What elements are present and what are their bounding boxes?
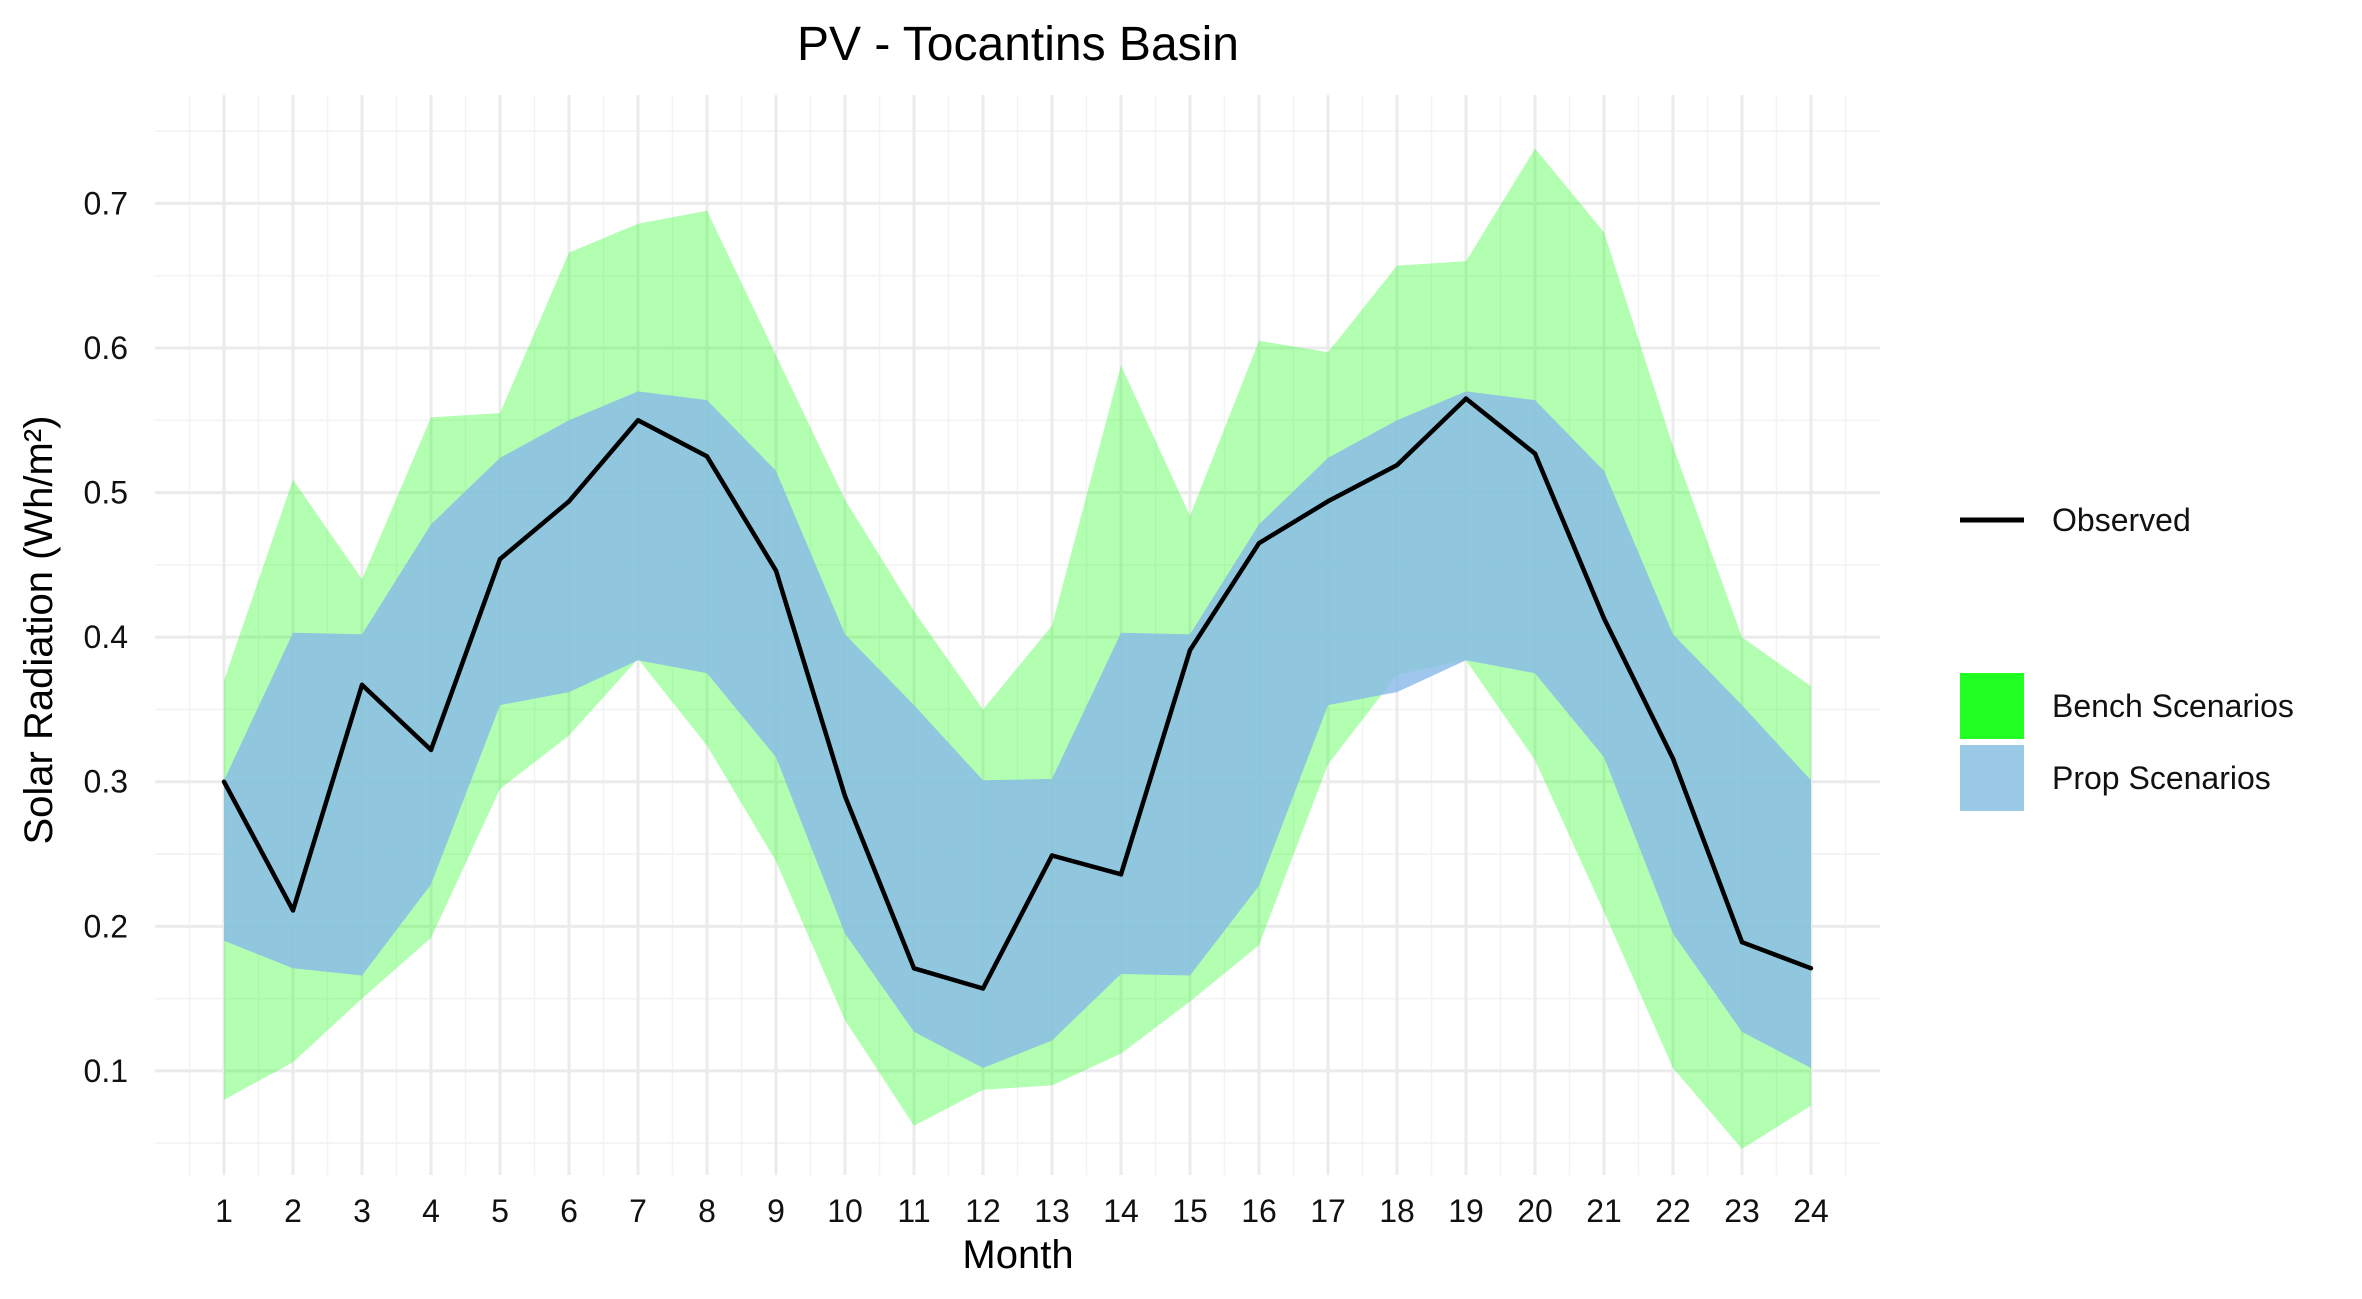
x-tick-label: 23: [1724, 1193, 1760, 1229]
prop-scenarios-ribbon: [224, 391, 1811, 1068]
observed-point: [773, 568, 779, 573]
x-tick-label: 13: [1034, 1193, 1070, 1229]
observed-point: [566, 499, 572, 504]
observed-point: [980, 986, 986, 991]
legend-prop-label: Prop Scenarios: [2052, 760, 2271, 796]
x-tick-label: 8: [698, 1193, 716, 1229]
legend-observed-label: Observed: [2052, 502, 2191, 538]
x-tick-label: 21: [1586, 1193, 1622, 1229]
observed-point: [221, 779, 227, 784]
y-tick-label: 0.6: [84, 330, 128, 366]
observed-point: [1118, 872, 1124, 877]
x-tick-label: 6: [560, 1193, 578, 1229]
x-tick-label: 9: [767, 1193, 785, 1229]
observed-point: [1601, 616, 1607, 621]
x-tick-label: 5: [491, 1193, 509, 1229]
observed-point: [1532, 451, 1538, 456]
x-tick-label: 14: [1103, 1193, 1139, 1229]
legend-bench-label: Bench Scenarios: [2052, 688, 2294, 724]
observed-point: [359, 682, 365, 688]
observed-point: [1256, 540, 1262, 546]
x-tick-label: 16: [1241, 1193, 1277, 1229]
x-tick-label: 20: [1517, 1193, 1553, 1229]
x-tick-label: 10: [827, 1193, 863, 1229]
x-tick-label: 12: [965, 1193, 1001, 1229]
x-axis-title: Month: [962, 1233, 1073, 1277]
x-tick-label: 17: [1310, 1193, 1346, 1229]
legend-bench-key: [1960, 673, 2024, 739]
y-axis-title: Solar Radiation (Wh/m²): [17, 415, 61, 844]
y-tick-label: 0.1: [84, 1053, 128, 1089]
y-axis-tick-labels: 0.1 0.2 0.3 0.4 0.5 0.6 0.7: [84, 185, 128, 1088]
observed-point: [842, 794, 848, 799]
x-tick-label: 2: [284, 1193, 302, 1229]
observed-point: [1463, 396, 1469, 401]
x-tick-label: 18: [1379, 1193, 1415, 1229]
observed-point: [635, 418, 641, 423]
y-tick-label: 0.7: [84, 185, 128, 221]
observed-line-layer: [221, 396, 1814, 991]
observed-line: [222, 396, 1812, 991]
x-axis-tick-labels: 1 2 3 4 5 6 7 8 9 10 11 12 13 14 15 16 17 18 19 20 21 22 23 24: [215, 1193, 1829, 1229]
legend: Observed Bench Scenarios Prop Scenarios: [1960, 502, 2294, 811]
observed-point: [290, 908, 296, 913]
y-tick-label: 0.4: [84, 619, 128, 655]
scenario-ribbons: [224, 148, 1811, 1149]
legend-prop-key: [1960, 745, 2024, 811]
y-tick-label: 0.2: [84, 908, 128, 944]
observed-point: [1049, 853, 1055, 858]
x-tick-label: 3: [353, 1193, 371, 1229]
x-tick-label: 19: [1448, 1193, 1484, 1229]
y-tick-label: 0.5: [84, 475, 128, 511]
observed-point: [1187, 647, 1193, 653]
observed-point: [704, 454, 710, 459]
x-tick-label: 4: [422, 1193, 440, 1229]
x-tick-label: 24: [1793, 1193, 1829, 1229]
observed-point: [1808, 966, 1814, 971]
observed-point: [1670, 756, 1676, 761]
observed-point: [428, 747, 434, 753]
observed-point: [1394, 462, 1400, 468]
observed-point: [497, 556, 503, 562]
x-tick-label: 22: [1655, 1193, 1691, 1229]
y-tick-label: 0.3: [84, 764, 128, 800]
chart-title: PV - Tocantins Basin: [797, 18, 1239, 71]
x-tick-label: 7: [629, 1193, 647, 1229]
observed-point: [1739, 940, 1745, 945]
observed-point: [1325, 499, 1331, 504]
x-tick-label: 1: [215, 1193, 233, 1229]
observed-point: [911, 966, 917, 971]
x-tick-label: 15: [1172, 1193, 1208, 1229]
x-tick-label: 11: [897, 1193, 930, 1229]
